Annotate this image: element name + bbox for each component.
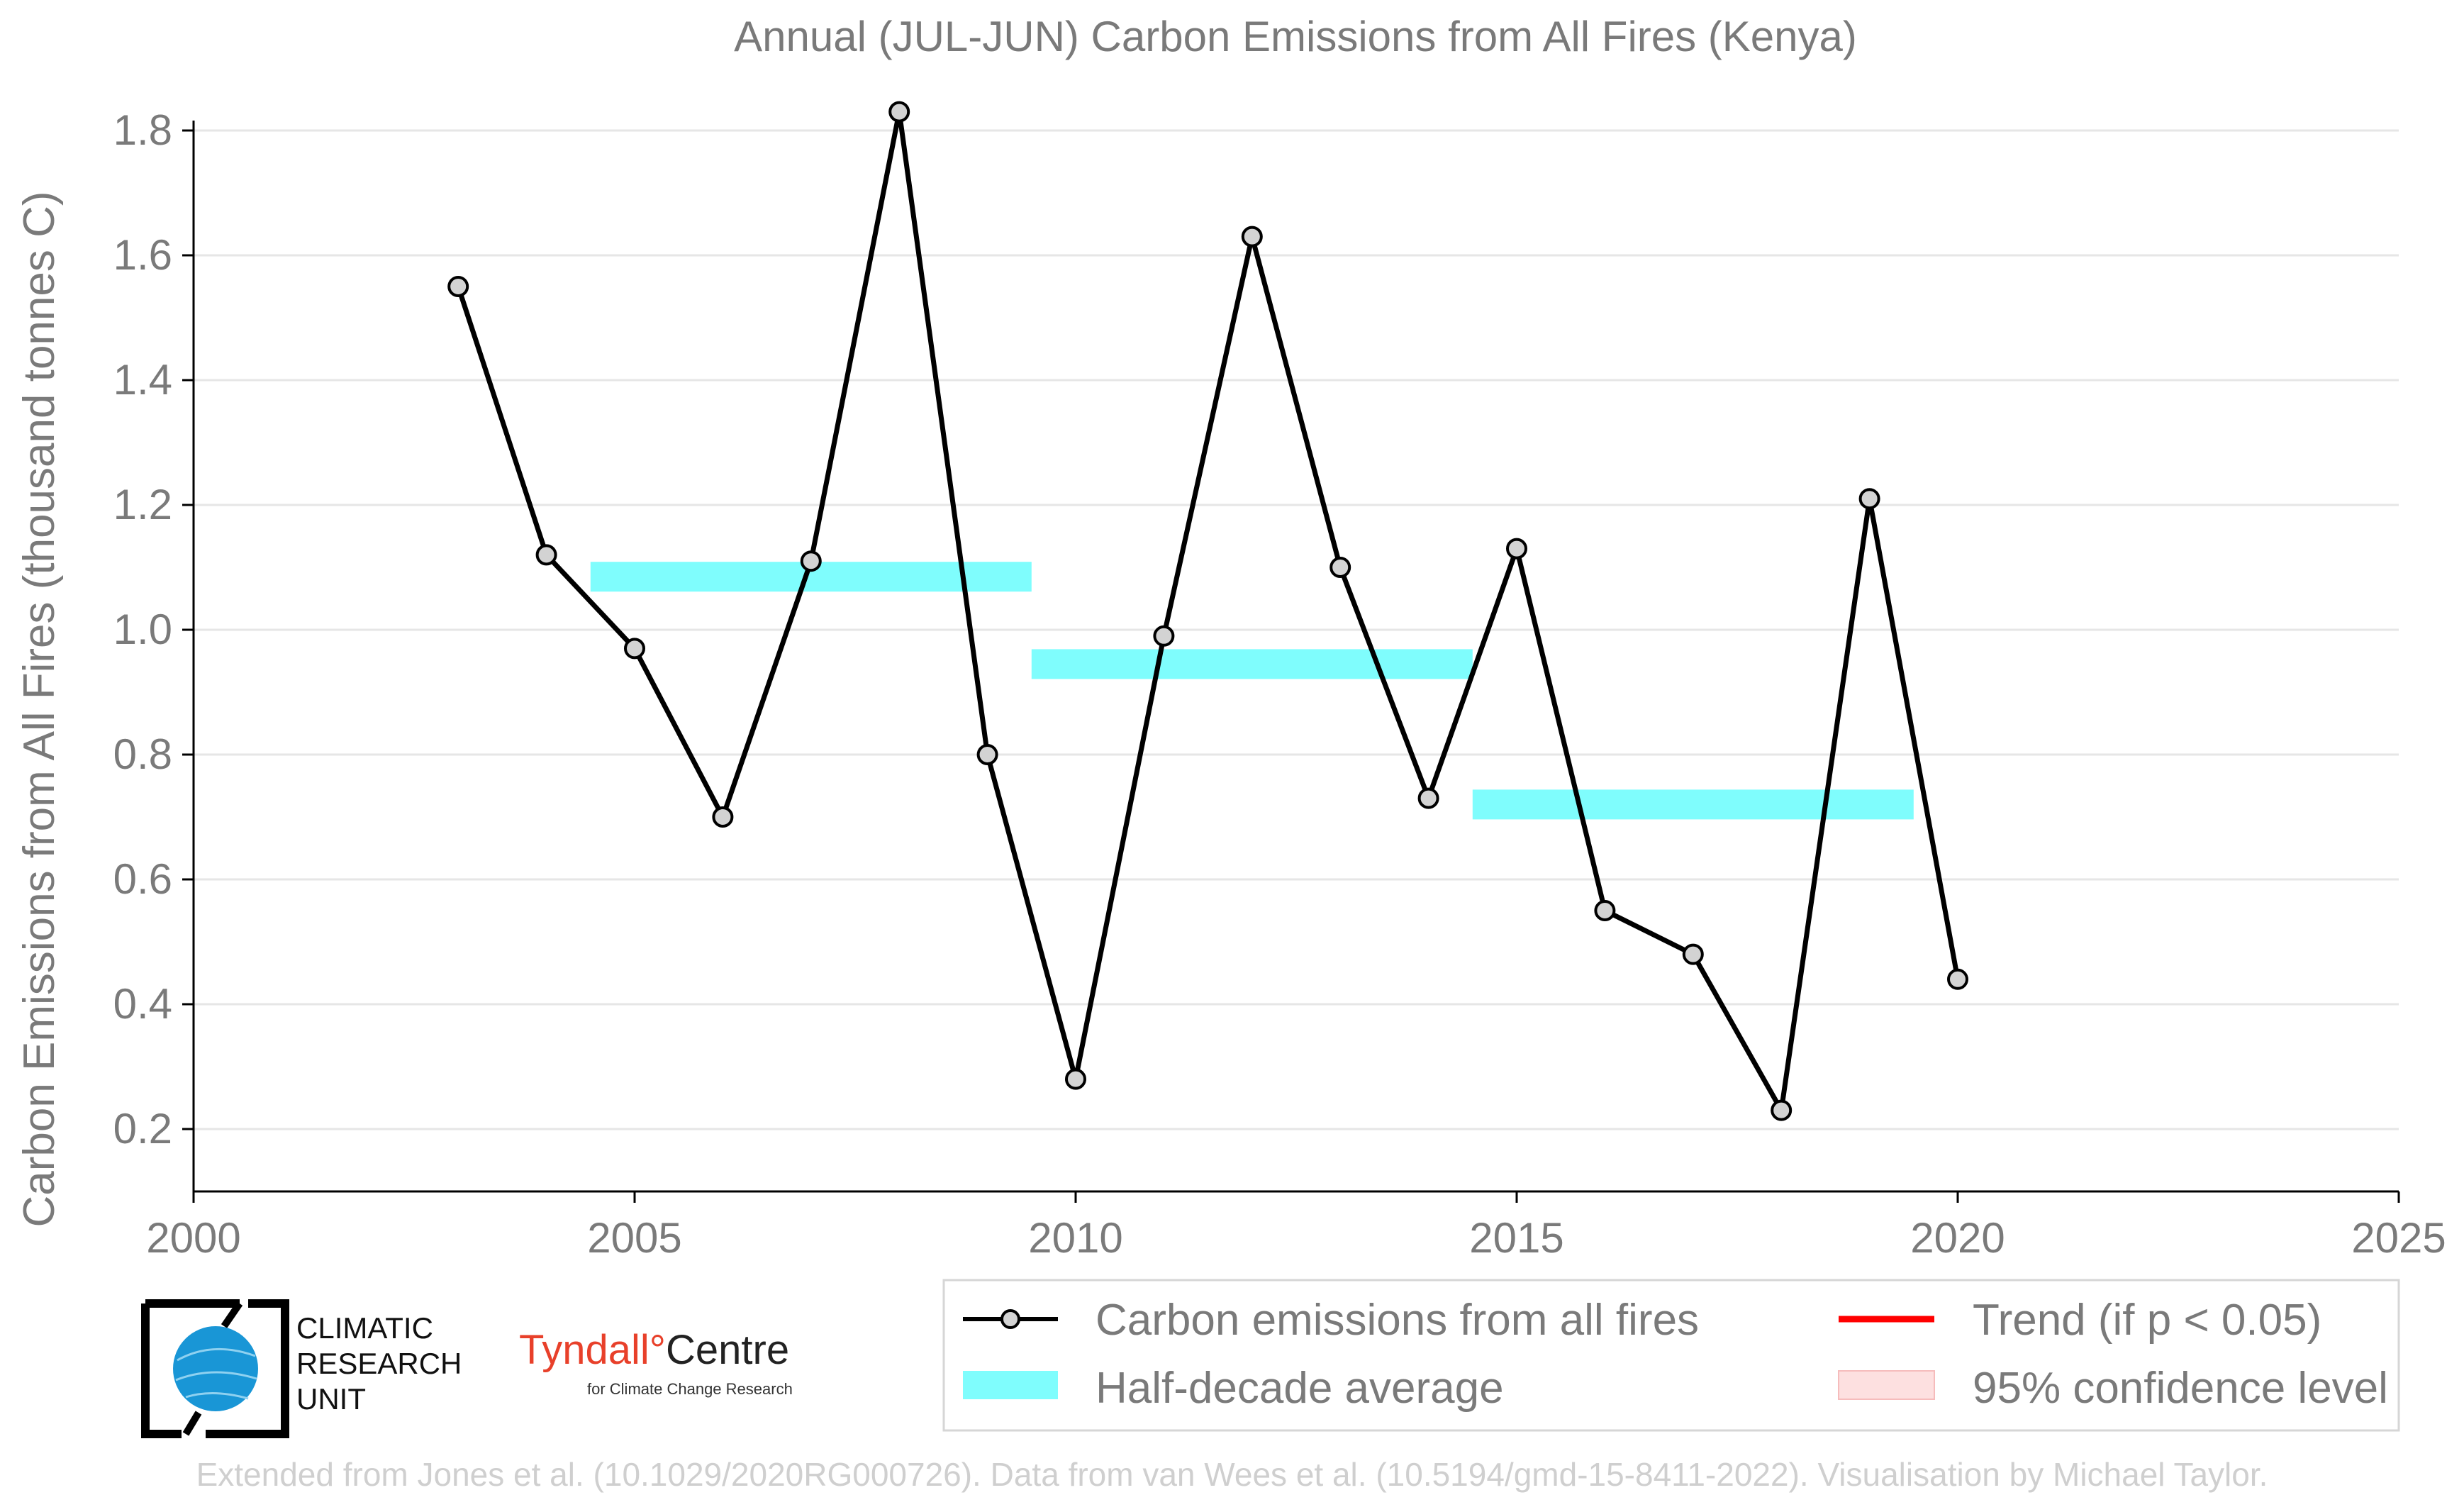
legend-band-symbol xyxy=(963,1371,1058,1399)
half-decade-bands xyxy=(590,562,1914,820)
data-point xyxy=(1506,538,1527,560)
ticks: 0.2 0.4 0.6 0.8 1.0 1.2 1.4 1.6 1.8 2000 2005 2010 2… xyxy=(113,106,2446,1262)
y-tick-label: 1.2 xyxy=(113,481,172,528)
tyndall-name-a: Tyndall xyxy=(519,1327,650,1373)
cru-line-2: RESEARCH xyxy=(296,1347,462,1380)
legend-label-trend: Trend (if p < 0.05) xyxy=(1973,1296,2321,1345)
legend-label-half-decade: Half-decade average xyxy=(1096,1364,1504,1413)
data-point xyxy=(535,544,557,566)
data-point xyxy=(1947,968,1968,990)
y-tick-label: 1.8 xyxy=(113,106,172,154)
cru-logo-text: CLIMATIC RESEARCH UNIT xyxy=(296,1311,462,1417)
tyndall-logo: Tyndall°Centre xyxy=(519,1326,789,1374)
data-point xyxy=(976,744,998,765)
x-tick-label: 2025 xyxy=(2351,1214,2446,1262)
legend-confidence-symbol xyxy=(1838,1370,1935,1400)
gridlines xyxy=(194,129,2399,1130)
series xyxy=(447,101,1968,1121)
legend-marker-symbol xyxy=(1000,1309,1020,1329)
y-axis-label: Carbon Emissions from All Fires (thousan… xyxy=(15,191,64,1227)
data-point xyxy=(712,806,734,828)
y-tick-label: 0.4 xyxy=(113,980,172,1028)
cru-logo xyxy=(141,1299,289,1438)
legend: Carbon emissions from all fires Trend (i… xyxy=(942,1279,2400,1432)
y-tick-label: 0.6 xyxy=(113,855,172,903)
data-point xyxy=(1329,557,1351,578)
y-tick-label: 1.4 xyxy=(113,356,172,404)
globe-icon xyxy=(173,1326,258,1411)
footer-credit: Extended from Jones et al. (10.1029/2020… xyxy=(196,1456,2268,1493)
data-point xyxy=(1241,226,1263,248)
legend-label-emissions: Carbon emissions from all fires xyxy=(1096,1296,1699,1345)
data-point xyxy=(1065,1068,1086,1090)
x-tick-label: 2010 xyxy=(1028,1214,1122,1262)
data-point xyxy=(1682,943,1704,965)
legend-label-confidence: 95% confidence level xyxy=(1973,1364,2388,1413)
x-tick-label: 2020 xyxy=(1910,1214,2005,1262)
series-line xyxy=(455,109,1961,1113)
data-point xyxy=(888,101,910,123)
y-tick-label: 1.0 xyxy=(113,606,172,653)
data-point xyxy=(447,276,469,297)
data-point xyxy=(1417,787,1439,809)
x-tick-label: 2015 xyxy=(1469,1214,1563,1262)
x-tick-label: 2005 xyxy=(587,1214,681,1262)
y-tick-label: 0.8 xyxy=(113,730,172,778)
axes xyxy=(192,121,2399,1193)
chart-title: Annual (JUL-JUN) Carbon Emissions from A… xyxy=(734,13,1857,60)
data-point xyxy=(624,638,645,660)
tyndall-name-b: Centre xyxy=(665,1327,790,1373)
cru-line-3: UNIT xyxy=(296,1382,366,1416)
data-point xyxy=(1153,625,1175,647)
tyndall-degree: ° xyxy=(649,1327,666,1373)
half-decade-band xyxy=(1031,649,1473,679)
y-tick-label: 0.2 xyxy=(113,1105,172,1152)
half-decade-band xyxy=(1472,789,1914,820)
data-point xyxy=(1858,488,1880,510)
data-point xyxy=(1594,900,1616,921)
data-point xyxy=(1771,1099,1793,1121)
x-tick-label: 2000 xyxy=(146,1214,240,1262)
legend-box xyxy=(942,1279,2400,1432)
data-point xyxy=(800,550,822,572)
cru-line-1: CLIMATIC xyxy=(296,1311,433,1345)
tyndall-subtitle: for Climate Change Research xyxy=(587,1380,793,1398)
y-tick-label: 1.6 xyxy=(113,231,172,279)
